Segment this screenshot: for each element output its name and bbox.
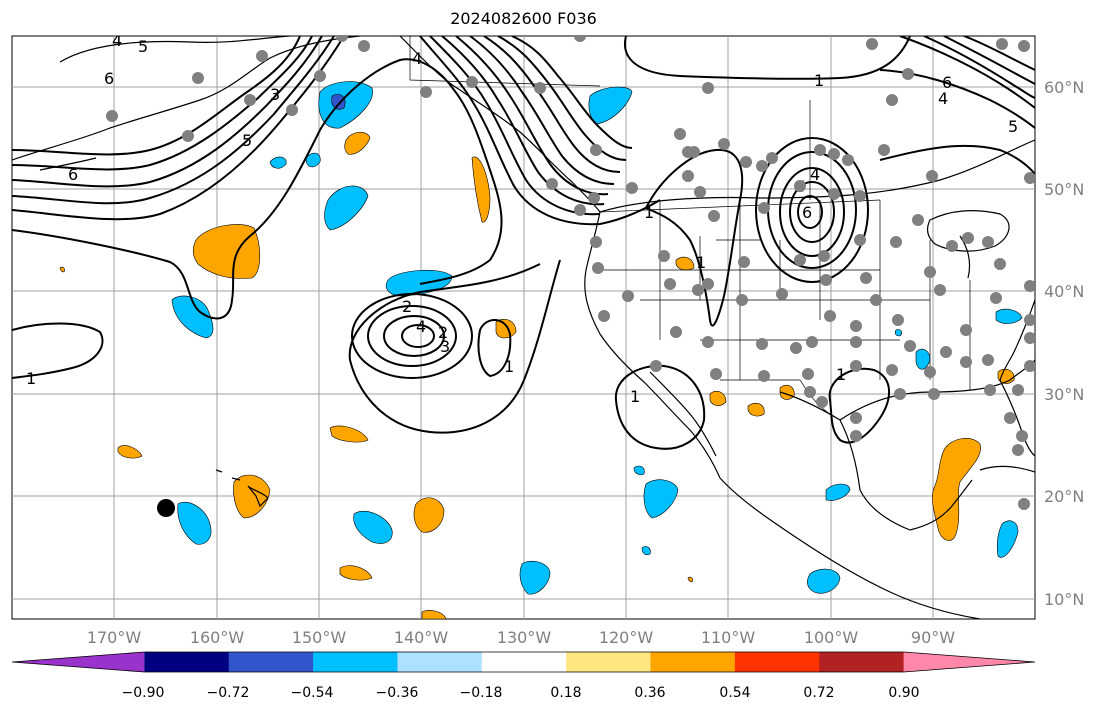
contour-label: 6: [942, 73, 952, 92]
contour-label: 6: [802, 203, 812, 222]
highlighted-point: [157, 499, 175, 517]
contour-label: 1: [814, 71, 824, 90]
lon-label: 170°W: [87, 628, 142, 647]
contour-label: 2: [402, 297, 412, 316]
lat-label: 50°N: [1044, 180, 1084, 199]
contour-label: 1: [836, 365, 846, 384]
negative-shading: [171, 81, 1023, 595]
colorbar-tick-labels: −0.90 −0.72 −0.54 −0.36 −0.18 0.18 0.36 …: [122, 685, 920, 701]
lat-label: 10°N: [1044, 590, 1084, 609]
colorbar-tick-label: 0.90: [888, 685, 919, 701]
colorbar-outline: [11, 651, 1036, 673]
contour-label: 4: [112, 31, 122, 50]
contour-label: 4: [938, 89, 948, 108]
colorbar-extend-max: [903, 652, 1035, 672]
contour-label: 6: [68, 165, 78, 184]
colorbar-segment: [650, 652, 736, 672]
lon-label: 100°W: [804, 628, 859, 647]
colorbar-segment: [397, 652, 483, 672]
lon-label: 140°W: [394, 628, 449, 647]
longitude-labels: 170°W 160°W 150°W 140°W 130°W 120°W 110°…: [87, 628, 955, 647]
contour-label: 5: [1008, 117, 1018, 136]
station-markers: [106, 36, 1035, 510]
colorbar-segment: [566, 652, 652, 672]
colorbar-tick-label: −0.54: [291, 685, 334, 701]
colorbar: [11, 651, 1036, 673]
contour-label: 4: [416, 317, 426, 336]
contour-label: 1: [630, 387, 640, 406]
colorbar-tick-label: −0.72: [207, 685, 250, 701]
map-title: 2024082600 F036: [450, 9, 597, 28]
lon-label: 150°W: [292, 628, 347, 647]
lat-label: 40°N: [1044, 282, 1084, 301]
contour-label: 1: [644, 203, 654, 222]
lon-label: 110°W: [701, 628, 756, 647]
colorbar-segment: [313, 652, 398, 672]
colorbar-tick-label: −0.90: [122, 685, 165, 701]
colorbar-tick-label: 0.18: [550, 685, 581, 701]
lon-label: 90°W: [911, 628, 955, 647]
colorbar-segment: [228, 652, 314, 672]
contour-label: 1: [26, 369, 36, 388]
contour-label: 4: [810, 165, 820, 184]
contour-label: 4: [412, 49, 422, 68]
colorbar-segment: [144, 652, 230, 672]
contour-label: 1: [504, 357, 514, 376]
lon-label: 130°W: [497, 628, 552, 647]
positive-shading: [59, 131, 1015, 619]
lon-label: 160°W: [190, 628, 245, 647]
contour-label: 1: [696, 253, 706, 272]
lon-label: 120°W: [599, 628, 654, 647]
graticule: [12, 36, 1035, 619]
colorbar-tick-label: −0.36: [376, 685, 419, 701]
contour-label: 5: [242, 131, 252, 150]
colorbar-segment: [819, 652, 905, 672]
colorbar-tick-label: 0.72: [803, 685, 834, 701]
colorbar-tick-label: 0.54: [719, 685, 750, 701]
lat-label: 30°N: [1044, 385, 1084, 404]
contour-label: 3: [270, 85, 280, 104]
colorbar-tick-label: 0.36: [634, 685, 665, 701]
colorbar-segment: [481, 652, 567, 672]
latitude-labels: 60°N 50°N 40°N 30°N 20°N 10°N: [1044, 78, 1084, 609]
contour-label: 3: [440, 337, 450, 356]
contour-label: 5: [138, 37, 148, 56]
colorbar-tick-label: −0.18: [460, 685, 503, 701]
contour-label: 2: [438, 323, 448, 342]
colorbar-extend-min: [12, 652, 145, 672]
contour-label: 6: [104, 69, 114, 88]
lat-label: 60°N: [1044, 78, 1084, 97]
lat-label: 20°N: [1044, 487, 1084, 506]
contour-lines: [12, 36, 1035, 450]
colorbar-segment: [734, 652, 820, 672]
